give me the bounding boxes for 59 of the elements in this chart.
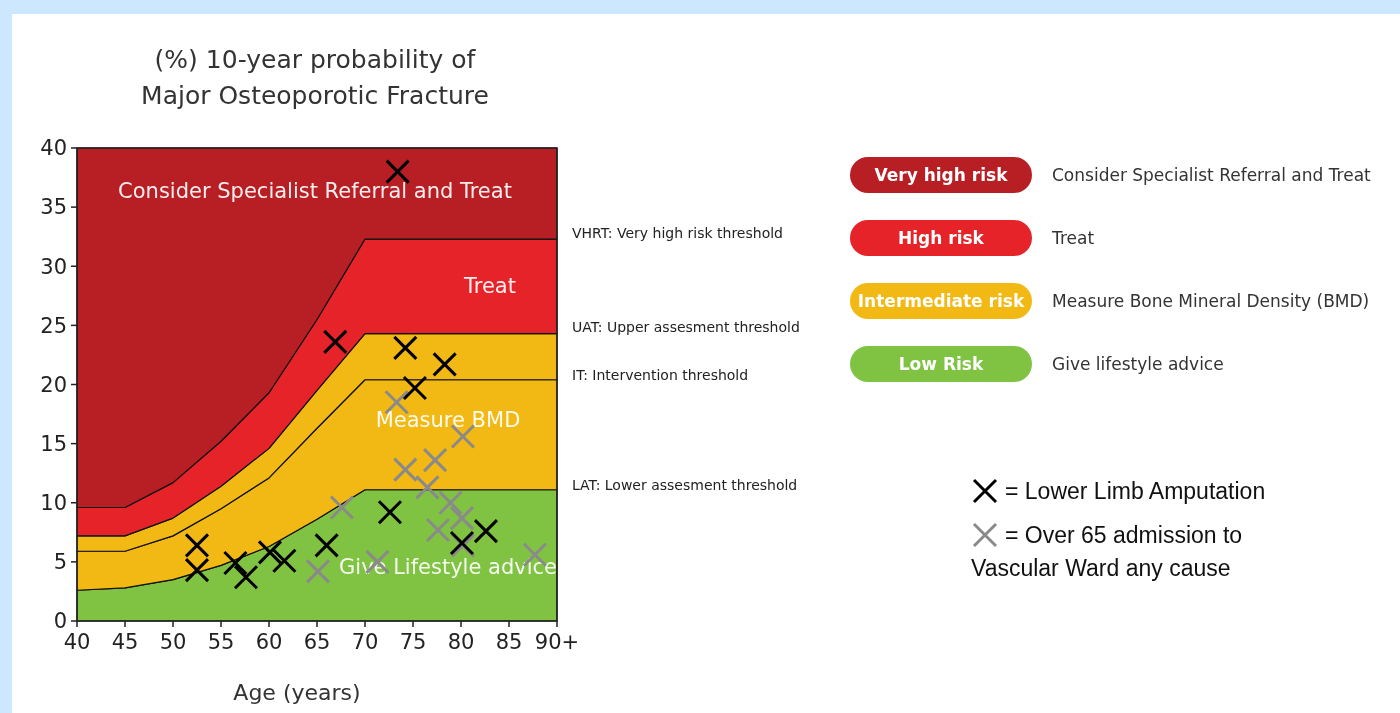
point bbox=[473, 518, 499, 544]
point bbox=[422, 447, 448, 473]
point bbox=[449, 505, 475, 531]
x-tick-label: 85 bbox=[495, 630, 523, 654]
point bbox=[377, 499, 403, 525]
y-tick-label: 30 bbox=[40, 254, 67, 279]
y-tick-label: 40 bbox=[40, 136, 67, 161]
text: VHRT: Very high risk threshold bbox=[572, 224, 783, 241]
x-axis-title: Age (years) bbox=[233, 680, 361, 705]
x-tick-label: 70 bbox=[351, 630, 379, 654]
point bbox=[402, 375, 428, 401]
x-tick-label: 50 bbox=[159, 630, 187, 654]
y-tick-label: 15 bbox=[40, 431, 67, 456]
x-tick-label: 65 bbox=[303, 630, 331, 654]
annotation: Measure BMD bbox=[375, 408, 521, 433]
x-tick-label: 60 bbox=[255, 630, 283, 654]
x-tick-label: 45 bbox=[111, 630, 139, 654]
text: Treat bbox=[1051, 227, 1095, 248]
point bbox=[425, 517, 451, 543]
text: UAT: Upper assesment threshold bbox=[572, 318, 800, 335]
annotation: Treat bbox=[463, 274, 516, 299]
point bbox=[437, 490, 463, 516]
text: Measure Bone Mineral Density (BMD) bbox=[1052, 290, 1370, 311]
y-tick-label: 25 bbox=[40, 313, 67, 338]
point bbox=[271, 548, 297, 574]
point bbox=[257, 539, 283, 565]
point bbox=[184, 557, 210, 583]
y-tick-label: 20 bbox=[40, 372, 67, 397]
y-tick-label: 5 bbox=[53, 550, 67, 575]
point bbox=[233, 564, 259, 590]
text: Very high risk bbox=[874, 164, 1009, 185]
x-tick-label: 75 bbox=[399, 630, 427, 654]
text: LAT: Lower assesment threshold bbox=[572, 476, 798, 493]
point bbox=[314, 532, 340, 558]
legend-label: = Over 65 admission to Vascular Ward any cause bbox=[971, 522, 1243, 582]
text: Intermediate risk bbox=[857, 290, 1025, 311]
text: IT: Intervention threshold bbox=[572, 366, 749, 383]
point bbox=[305, 558, 331, 584]
x-tick-label: 90+ bbox=[534, 630, 580, 654]
text: Give lifestyle advice bbox=[1052, 353, 1224, 374]
point bbox=[222, 550, 248, 576]
chart-title: (%) 10-year probability of Major Osteoporotic Fracture bbox=[141, 45, 489, 110]
point bbox=[432, 351, 458, 377]
y-tick-label: 35 bbox=[40, 195, 67, 220]
point bbox=[414, 474, 440, 500]
y-tick-label: 10 bbox=[40, 491, 67, 516]
x-tick-label: 80 bbox=[447, 630, 475, 654]
point bbox=[392, 335, 418, 361]
y-tick-label: 0 bbox=[53, 609, 67, 634]
x-tick-label: 55 bbox=[207, 630, 235, 654]
text: High risk bbox=[898, 227, 985, 248]
text: Low Risk bbox=[898, 353, 984, 374]
annotation: Consider Specialist Referral and Treat bbox=[118, 179, 512, 204]
text: Consider Specialist Referral and Treat bbox=[1052, 164, 1372, 185]
point bbox=[392, 457, 418, 483]
point bbox=[322, 329, 348, 355]
legend-label: = Lower Limb Amputation bbox=[1005, 478, 1266, 505]
point bbox=[329, 494, 355, 520]
point bbox=[184, 532, 210, 558]
